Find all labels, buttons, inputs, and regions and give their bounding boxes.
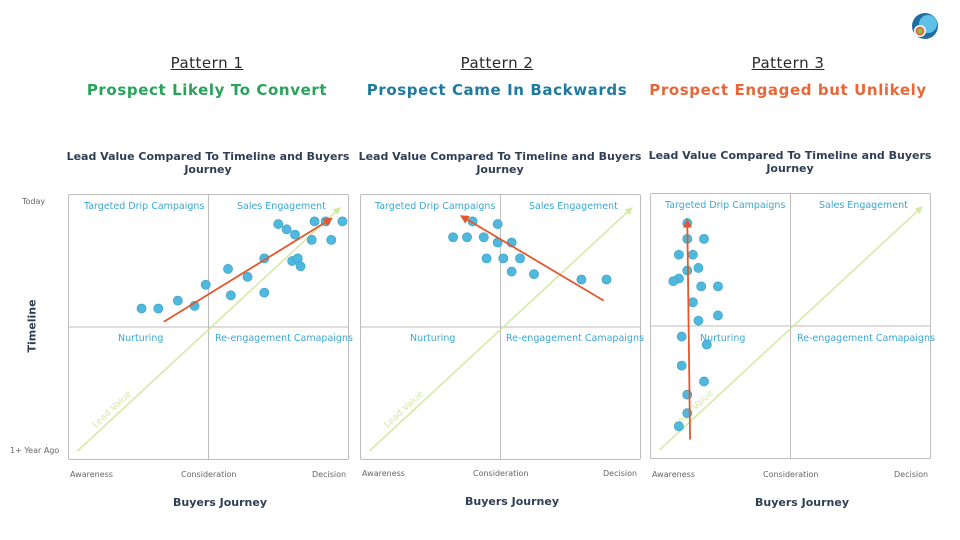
data-point xyxy=(242,271,253,282)
chart-2-svg: Lead Value xyxy=(361,195,640,459)
data-point xyxy=(515,253,525,264)
data-point xyxy=(529,269,539,280)
data-point xyxy=(337,216,348,227)
data-point xyxy=(326,234,337,245)
lead-value-label: Lead Value xyxy=(383,389,426,430)
chart-2-x-right-label: Decision xyxy=(603,469,638,478)
data-point xyxy=(172,295,183,306)
trend-arrow xyxy=(682,218,692,440)
data-point xyxy=(668,276,679,287)
trend-arrow xyxy=(459,215,605,302)
pattern-2-label: Pattern 2 xyxy=(460,54,534,72)
chart-1-quadrant-top-left: Targeted Drip Campaigns xyxy=(84,201,205,212)
data-point xyxy=(478,232,489,243)
data-point xyxy=(223,264,233,274)
data-point xyxy=(290,229,300,240)
chart-3-svg: Lead Value xyxy=(651,194,930,458)
data-point xyxy=(673,249,684,260)
pattern-1-label: Pattern 1 xyxy=(170,54,244,72)
data-point xyxy=(153,303,164,314)
chart-2-x-left-label: Awareness xyxy=(362,469,405,478)
data-point xyxy=(448,232,458,243)
pattern-3-heading: Prospect Engaged but Unlikely xyxy=(649,81,927,99)
data-point xyxy=(309,216,320,227)
y-axis-title: Timeline xyxy=(25,299,39,353)
chart-2-x-mid-label: Consideration xyxy=(473,469,529,478)
logo-icon xyxy=(912,13,938,39)
trend-arrow xyxy=(163,217,333,323)
chart-3-quadrant-top-right: Sales Engagement xyxy=(819,200,908,211)
data-point xyxy=(673,421,684,432)
chart-2-quadrant-bottom-left: Nurturing xyxy=(410,333,456,344)
chart-3-x-right-label: Decision xyxy=(894,470,929,479)
pattern-2-heading: Prospect Came In Backwards xyxy=(366,81,628,99)
chart-3-x-mid-label: Consideration xyxy=(763,470,819,479)
data-point xyxy=(699,233,709,244)
data-point xyxy=(225,290,236,301)
data-point xyxy=(687,297,698,308)
data-point xyxy=(576,274,587,285)
data-point xyxy=(281,224,292,235)
data-point xyxy=(273,219,284,229)
chart-1-quadrant-bottom-right: Re-engagement Camapaigns xyxy=(215,333,353,344)
data-point xyxy=(295,261,306,272)
data-point xyxy=(481,253,492,264)
chart-3-quadrant-top-left: Targeted Drip Campaigns xyxy=(665,200,786,211)
chart-1-svg: Lead Value xyxy=(69,195,348,459)
data-point xyxy=(462,232,472,243)
chart-2-title: Lead Value Compared To Timeline and Buye… xyxy=(358,150,642,176)
lead-value-line xyxy=(76,207,341,452)
lead-value-line xyxy=(658,206,923,451)
y-axis-top-label: Today xyxy=(22,197,46,206)
chart-2-quadrant-bottom-right: Re-engagement Camapaigns xyxy=(506,333,644,344)
chart-1-quadrant-bottom-left: Nurturing xyxy=(118,333,164,344)
chart-2-quadrant-top-right: Sales Engagement xyxy=(529,201,618,212)
chart-3-title: Lead Value Compared To Timeline and Buye… xyxy=(648,149,932,175)
data-point xyxy=(693,315,704,326)
chart-3-quadrant-bottom-left: Nurturing xyxy=(700,333,746,344)
chart-1-x-right-label: Decision xyxy=(312,470,347,479)
lead-value-label: Lead Value xyxy=(91,389,134,430)
data-point xyxy=(701,339,712,350)
chart-2-x-title: Buyers Journey xyxy=(465,495,560,508)
data-point xyxy=(506,266,517,277)
data-point xyxy=(682,389,693,400)
chart-2-quadrant-top-left: Targeted Drip Campaigns xyxy=(375,201,496,212)
lead-value-line xyxy=(368,207,633,452)
pattern-3-label: Pattern 3 xyxy=(751,54,825,72)
chart-3-x-title: Buyers Journey xyxy=(755,496,850,509)
data-point xyxy=(136,303,147,314)
data-point xyxy=(713,281,723,292)
data-point xyxy=(200,279,211,290)
chart-1-quadrant-top-right: Sales Engagement xyxy=(237,201,326,212)
data-point xyxy=(259,287,270,298)
data-point xyxy=(676,331,687,342)
data-point xyxy=(693,263,704,273)
data-point xyxy=(699,376,709,387)
chart-1-x-title: Buyers Journey xyxy=(173,496,268,509)
data-point xyxy=(498,253,509,264)
chart-1-x-left-label: Awareness xyxy=(70,470,113,479)
data-point xyxy=(601,274,612,285)
data-point xyxy=(306,234,317,245)
chart-3-quadrant-bottom-right: Re-engagement Camapaigns xyxy=(797,333,935,344)
y-axis-bottom-label: 1+ Year Ago xyxy=(10,446,60,455)
data-point xyxy=(696,281,707,292)
chart-1-title: Lead Value Compared To Timeline and Buye… xyxy=(66,150,350,176)
pattern-1-heading: Prospect Likely To Convert xyxy=(86,81,328,99)
chart-3-x-left-label: Awareness xyxy=(652,470,695,479)
data-point xyxy=(713,310,723,321)
data-point xyxy=(687,249,698,260)
chart-1-x-mid-label: Consideration xyxy=(181,470,237,479)
data-point xyxy=(492,219,503,229)
data-point xyxy=(676,360,687,371)
